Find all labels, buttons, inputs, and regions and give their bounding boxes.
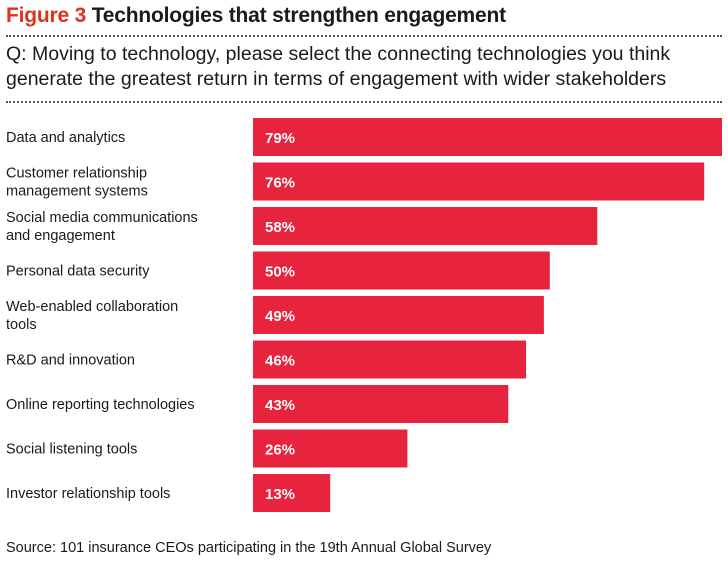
bar bbox=[253, 296, 544, 334]
category-label: Investor relationship tools bbox=[6, 486, 170, 502]
bar-value-label: 26% bbox=[265, 442, 295, 459]
bar bbox=[253, 385, 509, 423]
bar-chart: Data and analytics 79% Customer relationsh… bbox=[6, 118, 722, 512]
chart-title: Technologies that strengthen engagement bbox=[91, 4, 506, 27]
bar-value-label: 46% bbox=[265, 353, 295, 370]
bar-value-label: 79% bbox=[265, 130, 295, 147]
question-divider bbox=[6, 101, 722, 103]
bar bbox=[253, 118, 722, 156]
category-label: Web-enabled collaboration tools bbox=[6, 299, 178, 333]
bar-value-label: 43% bbox=[265, 397, 295, 414]
category-label: Social listening tools bbox=[6, 442, 137, 458]
question-line-1: Q: Moving to technology, please select t… bbox=[6, 43, 671, 65]
bar-value-label: 50% bbox=[265, 264, 295, 281]
figure-title: Figure 3 Technologies that strengthen en… bbox=[6, 4, 506, 28]
category-label: Social media communications and engagemen… bbox=[6, 210, 198, 244]
title-divider bbox=[6, 35, 722, 37]
bar-value-label: 49% bbox=[265, 308, 295, 325]
category-label: R&D and innovation bbox=[6, 353, 135, 369]
bar-value-label: 13% bbox=[265, 486, 295, 503]
category-label: Data and analytics bbox=[6, 130, 125, 146]
bar-value-label: 76% bbox=[265, 175, 295, 192]
bar bbox=[253, 340, 527, 379]
bar bbox=[253, 429, 408, 468]
survey-question: Q: Moving to technology, please select t… bbox=[6, 42, 726, 92]
category-label: Customer relationship management systems bbox=[6, 166, 148, 200]
question-line-2: generate the greatest return in terms of… bbox=[6, 68, 667, 90]
category-label: Online reporting technologies bbox=[6, 397, 195, 413]
bar bbox=[253, 207, 598, 245]
figure-label: Figure 3 bbox=[6, 4, 87, 27]
bar-value-label: 58% bbox=[265, 219, 295, 236]
source-note: Source: 101 insurance CEOs participating… bbox=[6, 540, 492, 556]
bar bbox=[253, 162, 705, 201]
bar bbox=[253, 251, 550, 290]
bar bbox=[253, 474, 331, 512]
category-label: Personal data security bbox=[6, 264, 150, 280]
